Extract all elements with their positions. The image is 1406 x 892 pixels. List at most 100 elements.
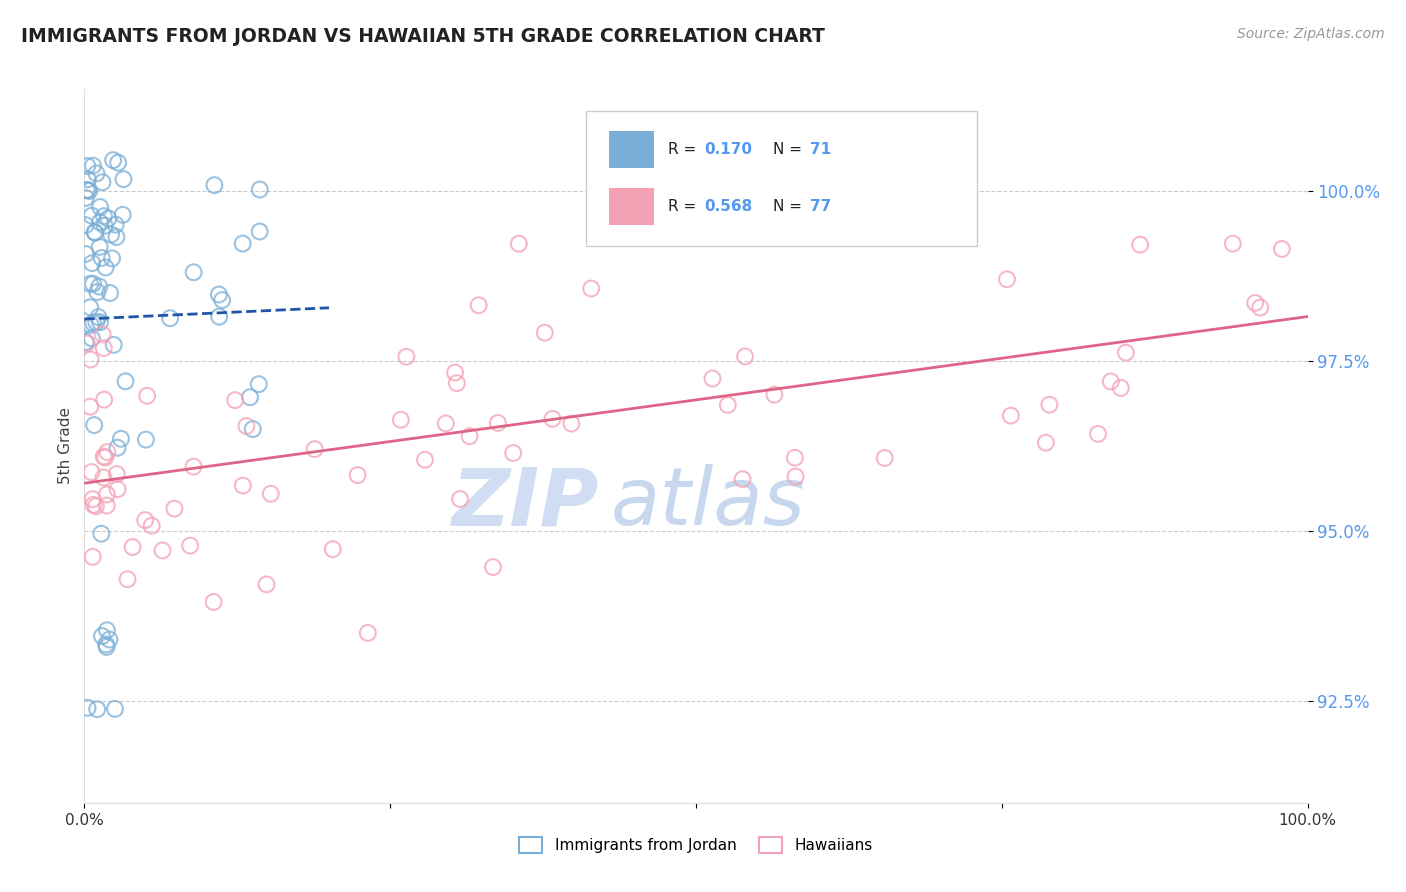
Text: N =: N = <box>773 142 807 157</box>
Point <box>104 218 127 232</box>
Point <box>541 412 564 426</box>
Point <box>208 310 231 324</box>
Point <box>502 446 524 460</box>
Point <box>247 377 270 392</box>
Point <box>449 491 471 506</box>
Point <box>458 429 481 443</box>
Point <box>84 500 107 514</box>
Point <box>80 331 103 345</box>
Point <box>389 413 412 427</box>
Point <box>90 526 112 541</box>
Point <box>76 183 98 197</box>
Point <box>135 433 157 447</box>
Point <box>1087 426 1109 441</box>
Point <box>249 225 271 239</box>
Point <box>89 240 111 254</box>
Point <box>117 572 139 586</box>
Point <box>75 247 97 261</box>
Point <box>413 452 436 467</box>
Point <box>82 277 104 291</box>
Point <box>256 577 278 591</box>
Point <box>785 469 807 483</box>
Point <box>91 327 114 342</box>
Point <box>224 393 246 408</box>
Point <box>1244 296 1267 310</box>
Point <box>242 422 264 436</box>
Text: R =: R = <box>668 199 702 214</box>
FancyBboxPatch shape <box>586 111 977 246</box>
Point <box>80 465 103 479</box>
Point <box>202 178 225 193</box>
Point <box>83 498 105 512</box>
Point <box>98 286 121 301</box>
Point <box>446 376 468 391</box>
Point <box>121 540 143 554</box>
Point <box>103 338 125 352</box>
Point <box>90 251 112 265</box>
Point <box>304 442 326 456</box>
Point <box>112 172 135 186</box>
Point <box>734 350 756 364</box>
Point <box>763 387 786 401</box>
Y-axis label: 5th Grade: 5th Grade <box>58 408 73 484</box>
Point <box>1129 237 1152 252</box>
Point <box>86 702 108 716</box>
Point <box>93 341 115 355</box>
Point <box>467 298 489 312</box>
Point <box>783 450 806 465</box>
Point <box>579 281 602 295</box>
Point <box>93 209 115 223</box>
Point <box>76 159 98 173</box>
Point <box>97 211 120 226</box>
Point <box>1222 236 1244 251</box>
Point <box>107 441 129 455</box>
Point <box>76 183 98 197</box>
Point <box>100 227 122 242</box>
Point <box>1038 398 1060 412</box>
Point <box>93 470 115 484</box>
Text: IMMIGRANTS FROM JORDAN VS HAWAIIAN 5TH GRADE CORRELATION CHART: IMMIGRANTS FROM JORDAN VS HAWAIIAN 5TH G… <box>21 27 825 45</box>
Point <box>80 318 103 332</box>
Point <box>136 389 159 403</box>
Text: 0.568: 0.568 <box>704 199 752 214</box>
Point <box>82 316 104 330</box>
Point <box>89 279 111 293</box>
Point <box>86 166 108 180</box>
Point <box>1000 409 1022 423</box>
Point <box>357 626 380 640</box>
Point <box>434 417 457 431</box>
Point <box>93 450 115 464</box>
Point <box>179 539 201 553</box>
Point <box>76 701 98 715</box>
Point <box>94 638 117 652</box>
Point <box>232 478 254 492</box>
Point <box>1035 435 1057 450</box>
Point <box>163 501 186 516</box>
Point <box>89 215 111 229</box>
Point <box>482 560 505 574</box>
Point <box>235 419 257 434</box>
Point <box>82 492 104 507</box>
Point <box>260 487 283 501</box>
Point <box>89 315 111 329</box>
Point <box>76 336 98 351</box>
Point <box>395 350 418 364</box>
Point <box>79 277 101 291</box>
Point <box>84 315 107 329</box>
Point <box>1109 381 1132 395</box>
Point <box>105 230 128 244</box>
Point <box>1099 375 1122 389</box>
Point <box>93 219 115 233</box>
Text: R =: R = <box>668 142 702 157</box>
Point <box>77 184 100 198</box>
Point <box>444 366 467 380</box>
Text: Source: ZipAtlas.com: Source: ZipAtlas.com <box>1237 27 1385 41</box>
Point <box>101 153 124 168</box>
Point <box>702 371 724 385</box>
Point <box>995 272 1018 286</box>
Point <box>249 183 271 197</box>
Point <box>239 390 262 404</box>
Point <box>75 334 97 349</box>
FancyBboxPatch shape <box>609 131 654 169</box>
Text: atlas: atlas <box>610 464 806 542</box>
